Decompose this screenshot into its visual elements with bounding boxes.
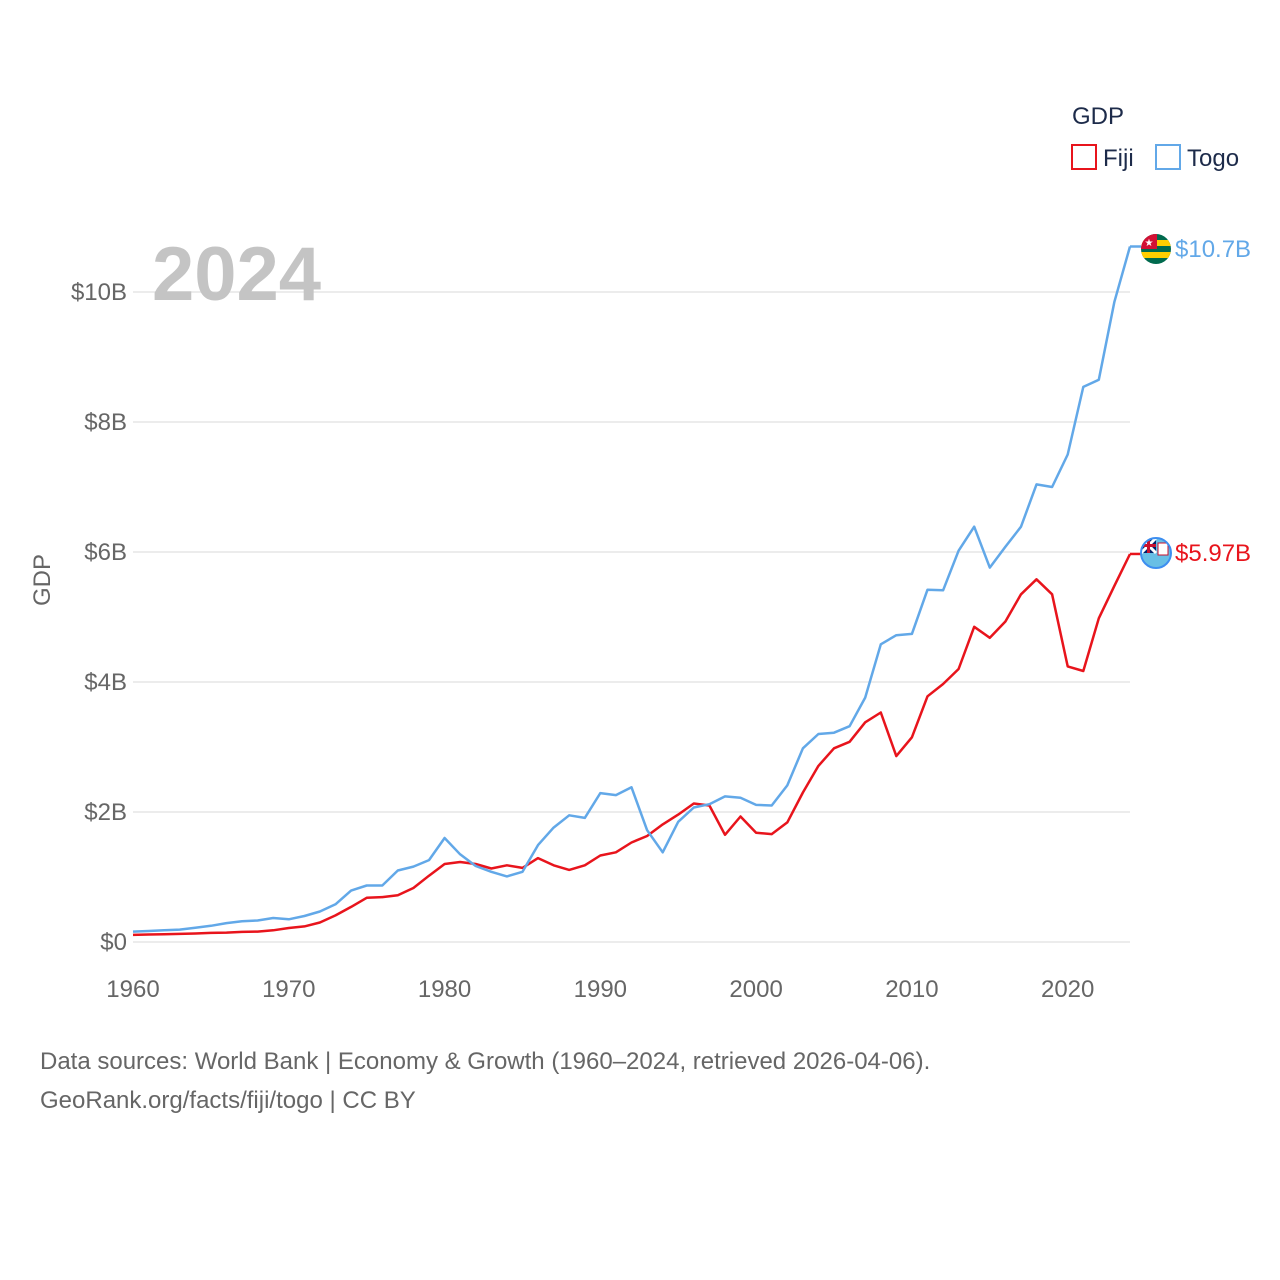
year-watermark: 2024 <box>152 232 321 317</box>
legend: GDP Fiji Togo <box>1071 103 1239 172</box>
legend-swatch-fiji <box>1071 144 1097 170</box>
fiji-flag-icon <box>1140 537 1172 569</box>
y-tick-label: $4B <box>84 669 127 696</box>
togo-flag-icon: ★ <box>1141 234 1171 264</box>
x-tick-label: 2000 <box>729 976 782 1003</box>
gridlines <box>133 291 1130 943</box>
source-line-2: GeoRank.org/facts/fiji/togo | CC BY <box>40 1087 416 1114</box>
togo-end-value-label: $10.7B <box>1175 236 1251 263</box>
y-tick-label: $0 <box>100 929 127 956</box>
svg-text:★: ★ <box>1145 238 1154 249</box>
series-line-togo <box>132 246 1132 933</box>
x-tick-label: 1990 <box>574 976 627 1003</box>
source-line-1: Data sources: World Bank | Economy & Gro… <box>40 1048 931 1075</box>
x-tick-label: 2020 <box>1041 976 1094 1003</box>
legend-label-togo: Togo <box>1187 145 1239 172</box>
y-tick-label: $2B <box>84 799 127 826</box>
legend-swatch-togo <box>1155 144 1181 170</box>
x-axis-ticks: 1960 1970 1980 1990 2000 2010 2020 <box>106 976 1094 1003</box>
y-axis-ticks: $0 $2B $4B $6B $8B $10B <box>71 279 127 956</box>
data-source-footer: Data sources: World Bank | Economy & Gro… <box>40 1042 930 1120</box>
x-tick-label: 1970 <box>262 976 315 1003</box>
y-tick-label: $10B <box>71 279 127 306</box>
y-tick-label: $6B <box>84 539 127 566</box>
y-axis-label: GDP <box>29 554 56 606</box>
legend-label-fiji: Fiji <box>1103 145 1134 172</box>
x-tick-label: 2010 <box>885 976 938 1003</box>
series-line-fiji <box>132 553 1132 937</box>
x-tick-label: 1960 <box>106 976 159 1003</box>
fiji-end-value-label: $5.97B <box>1175 540 1251 567</box>
y-tick-label: $8B <box>84 409 127 436</box>
x-tick-label: 1980 <box>418 976 471 1003</box>
legend-title: GDP <box>1072 103 1124 130</box>
series-lines <box>132 245 1141 937</box>
